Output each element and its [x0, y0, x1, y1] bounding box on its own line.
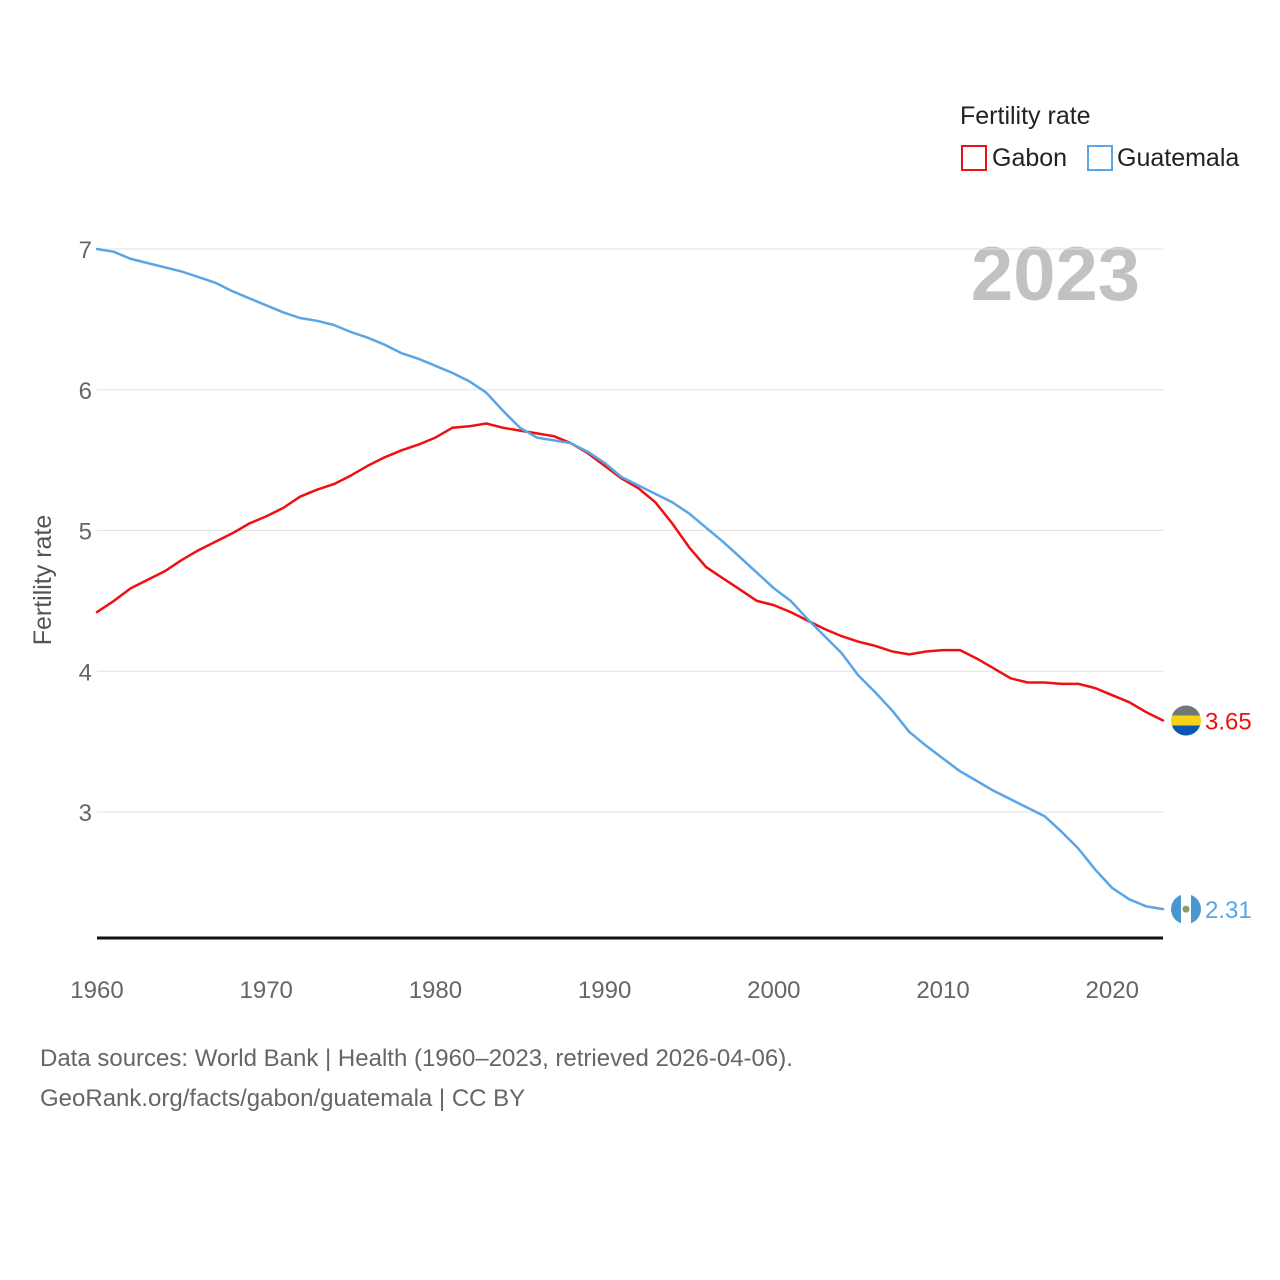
y-tick-7: 7	[79, 237, 92, 264]
legend-title: Fertility rate	[960, 102, 1091, 130]
x-tick-1970: 1970	[240, 977, 293, 1004]
license-line[interactable]: GeoRank.org/facts/gabon/guatemala | CC B…	[40, 1085, 526, 1112]
y-tick-6: 6	[79, 378, 92, 405]
legend-label-gabon[interactable]: Gabon	[992, 144, 1067, 172]
x-tick-labels: 1960 1970 1980 1990 2000 2010 2020	[70, 977, 1139, 1004]
grid	[97, 248, 1163, 813]
legend-label-guatemala[interactable]: Guatemala	[1117, 144, 1239, 172]
y-tick-3: 3	[79, 800, 92, 827]
series-line-guatemala[interactable]	[95, 247, 1165, 911]
guatemala-flag-icon	[1171, 894, 1201, 925]
legend-swatch-guatemala[interactable]	[1087, 145, 1113, 171]
legend: Fertility rate Gabon Guatemala	[960, 102, 1239, 172]
gabon-end-value: 3.65	[1205, 709, 1252, 736]
legend-swatch-gabon[interactable]	[961, 145, 987, 171]
x-tick-2020: 2020	[1086, 977, 1139, 1004]
y-tick-labels: 3 4 5 6 7	[79, 237, 92, 827]
x-tick-2010: 2010	[916, 977, 969, 1004]
x-tick-1980: 1980	[409, 977, 462, 1004]
y-tick-5: 5	[79, 519, 92, 546]
gabon-flag-icon	[1171, 705, 1201, 736]
x-tick-1960: 1960	[70, 977, 123, 1004]
series-line-gabon[interactable]	[95, 422, 1165, 722]
y-tick-4: 4	[79, 659, 92, 686]
current-year-label: 2023	[971, 232, 1140, 317]
x-tick-1990: 1990	[578, 977, 631, 1004]
y-axis-title: Fertility rate	[29, 515, 57, 646]
source-line: Data sources: World Bank | Health (1960–…	[40, 1045, 793, 1072]
x-tick-2000: 2000	[747, 977, 800, 1004]
guatemala-end-value: 2.31	[1205, 897, 1252, 924]
series-lines	[95, 247, 1165, 911]
